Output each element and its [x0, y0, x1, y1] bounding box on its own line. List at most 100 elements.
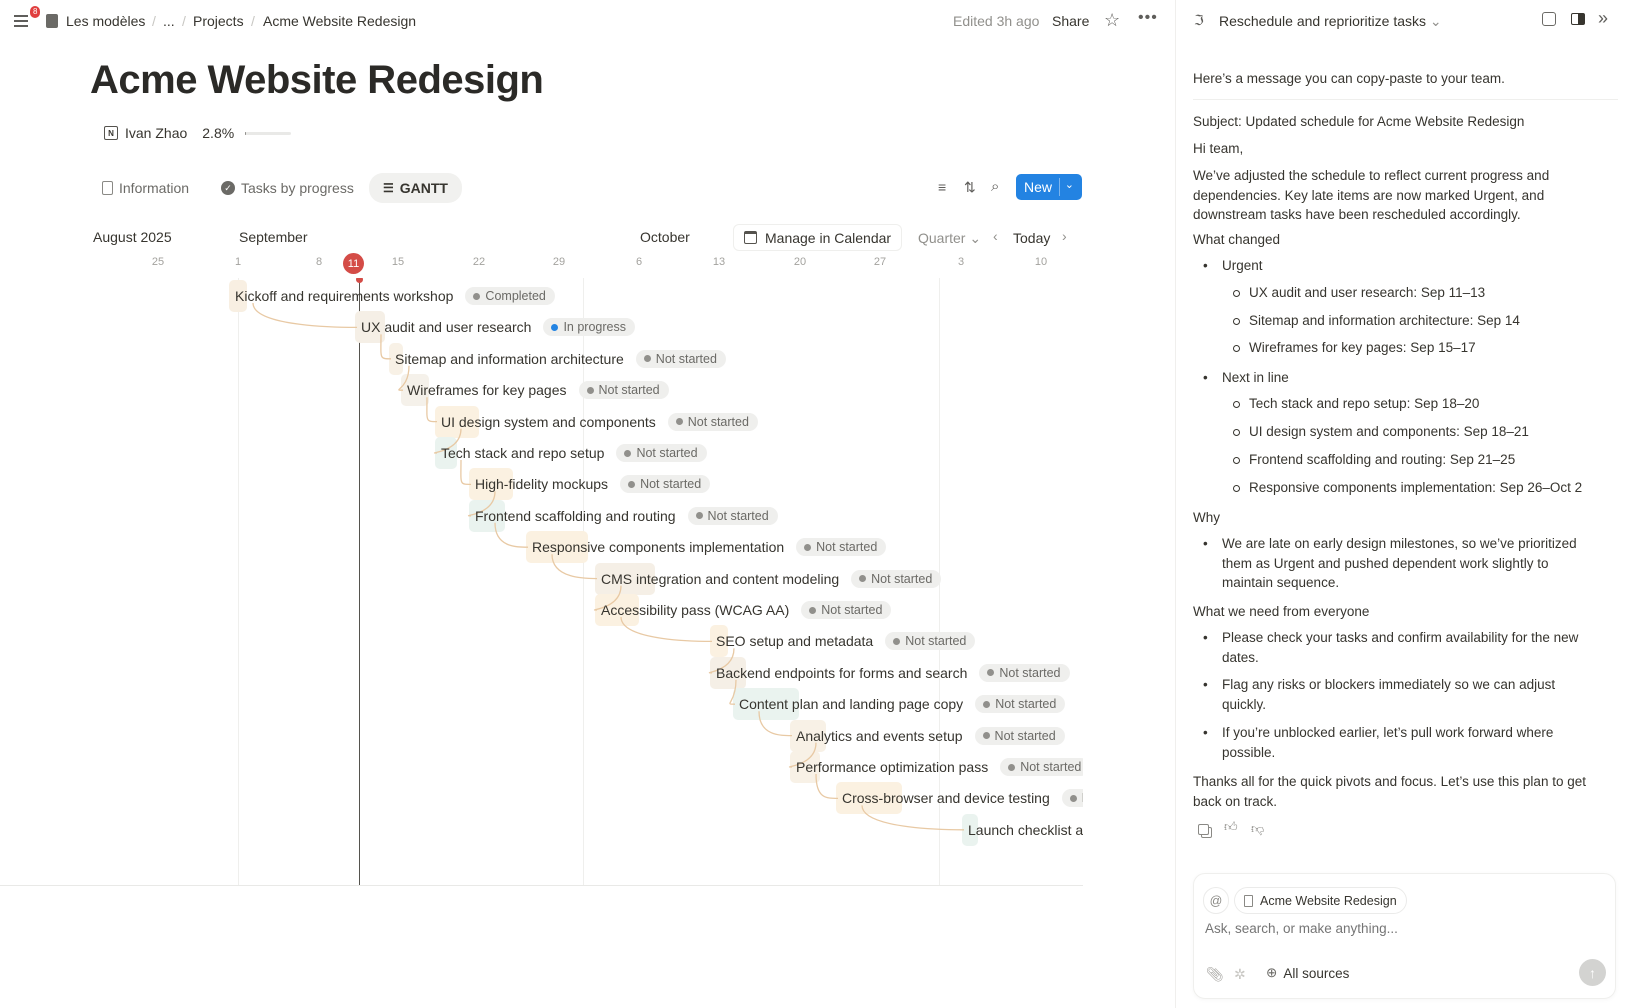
task-name[interactable]: Kickoff and requirements workshop — [235, 288, 454, 304]
scale-select[interactable]: Quarter ⌄ — [918, 230, 982, 246]
task-row[interactable]: UI design system and components Not start… — [435, 405, 758, 438]
task-name[interactable]: UX audit and user research — [361, 319, 532, 336]
task-row[interactable]: Analytics and events setup Not started — [790, 719, 1065, 752]
model-icon[interactable]: ✲ — [1234, 966, 1246, 982]
task-row[interactable]: Wireframes for key pages Not started — [401, 374, 669, 407]
task-name[interactable]: Sitemap and information architecture — [395, 350, 624, 367]
chat-input[interactable] — [1205, 921, 1595, 936]
thumbs-up-icon[interactable]: 👍︎ — [1224, 819, 1238, 834]
breadcrumb-ellipsis[interactable]: ... — [163, 13, 175, 29]
task-name[interactable]: Wireframes for key pages — [407, 382, 567, 399]
status-badge[interactable]: Not started — [885, 632, 976, 651]
task-bar[interactable] — [435, 405, 479, 438]
task-bar[interactable] — [710, 656, 746, 689]
breadcrumb-current-page[interactable]: Acme Website Redesign — [263, 13, 417, 29]
status-badge[interactable]: Not started — [616, 444, 707, 462]
task-bar[interactable] — [526, 531, 588, 564]
tab-gantt[interactable]: ☰ GANTT — [369, 173, 462, 203]
manage-in-calendar-button[interactable]: Manage in Calendar — [733, 224, 903, 251]
star-icon[interactable]: ☆ — [1104, 10, 1121, 30]
task-bar[interactable] — [790, 751, 820, 783]
status-badge[interactable]: Not started — [578, 381, 669, 400]
status-badge[interactable]: Not started — [851, 569, 942, 588]
task-name[interactable]: Frontend scaffolding and routing — [475, 507, 676, 524]
task-name[interactable]: Launch checklist and go-live — [968, 821, 1083, 838]
next-icon[interactable]: › — [1062, 228, 1067, 244]
task-name[interactable]: Backend endpoints for forms and search — [716, 664, 968, 681]
task-bar[interactable] — [229, 280, 247, 312]
sidebar-toggle-icon[interactable] — [1571, 13, 1585, 25]
new-button[interactable]: New ⌄ — [1016, 174, 1082, 200]
task-row[interactable]: Accessibility pass (WCAG AA) Not started — [595, 594, 892, 626]
status-badge[interactable]: Not started — [979, 663, 1070, 682]
chevron-down-icon[interactable]: ⌄ — [1064, 179, 1074, 191]
task-bar[interactable] — [435, 437, 457, 469]
task-row[interactable]: Sitemap and information architecture Not … — [389, 342, 726, 375]
status-badge[interactable]: Not started — [796, 538, 887, 557]
task-name[interactable]: Tech stack and repo setup — [441, 445, 605, 461]
task-name[interactable]: SEO setup and metadata — [716, 633, 874, 650]
status-badge[interactable]: Completed — [465, 287, 555, 305]
status-badge[interactable]: Not started — [635, 349, 726, 368]
task-row[interactable]: SEO setup and metadata Not started — [710, 625, 976, 658]
task-row[interactable]: Backend endpoints for forms and search No… — [710, 656, 1070, 689]
task-bar[interactable] — [595, 594, 639, 626]
task-row[interactable]: Performance optimization pass Not started — [790, 751, 1083, 783]
breadcrumb-projects[interactable]: Projects — [193, 13, 244, 29]
task-bar[interactable] — [469, 468, 513, 501]
task-bar[interactable] — [401, 374, 429, 407]
task-row[interactable]: CMS integration and content modeling Not … — [595, 562, 942, 595]
task-name[interactable]: Cross-browser and device testing — [842, 790, 1050, 807]
page-title[interactable]: Acme Website Redesign — [90, 58, 544, 102]
task-row[interactable]: Kickoff and requirements workshop Complet… — [229, 280, 555, 312]
menu-icon[interactable] — [14, 15, 28, 27]
status-badge[interactable]: Not started — [620, 475, 711, 494]
task-name[interactable]: High-fidelity mockups — [475, 476, 609, 493]
task-row[interactable]: Tech stack and repo setup Not started — [435, 437, 707, 469]
task-bar[interactable] — [469, 499, 505, 532]
breadcrumb-les-modeles[interactable]: Les modèles — [66, 13, 146, 29]
task-row[interactable]: Content plan and landing page copy Not st… — [733, 688, 1066, 721]
more-icon[interactable]: ••• — [1138, 9, 1158, 26]
today-button[interactable]: Today — [1013, 230, 1051, 246]
status-badge[interactable]: Not started — [687, 506, 778, 525]
search-icon[interactable]: ⌕ — [991, 178, 1000, 195]
task-bar[interactable] — [836, 782, 902, 815]
task-bar[interactable] — [733, 688, 799, 721]
thumbs-down-icon[interactable]: 👎︎ — [1251, 821, 1265, 836]
task-name[interactable]: Analytics and events setup — [796, 727, 963, 744]
status-badge[interactable]: Not started — [974, 726, 1065, 745]
status-badge[interactable]: Not started — [801, 601, 892, 619]
task-name[interactable]: Content plan and landing page copy — [739, 696, 964, 713]
task-row[interactable]: Responsive components implementation Not … — [526, 531, 887, 564]
task-bar[interactable] — [595, 562, 655, 595]
task-row[interactable]: UX audit and user research In progress — [355, 311, 635, 344]
mention-button[interactable]: @ — [1203, 887, 1229, 914]
status-badge[interactable]: Not started — [975, 695, 1066, 714]
task-row[interactable]: High-fidelity mockups Not started — [469, 468, 711, 501]
task-name[interactable]: Performance optimization pass — [796, 759, 989, 775]
task-name[interactable]: Accessibility pass (WCAG AA) — [601, 602, 790, 618]
prev-icon[interactable]: ‹ — [993, 228, 998, 244]
copy-icon[interactable] — [1198, 824, 1209, 835]
owner-name[interactable]: Ivan Zhao — [125, 125, 188, 141]
share-button[interactable]: Share — [1052, 13, 1090, 29]
attach-icon[interactable]: 📎︎ — [1206, 966, 1224, 982]
conversation-title[interactable]: Reschedule and reprioritize tasks ⌄ — [1219, 13, 1442, 30]
status-badge[interactable]: In progress — [543, 318, 635, 337]
filter-icon[interactable]: ≡ — [938, 179, 947, 195]
sources-button[interactable]: ⊕ All sources — [1266, 965, 1349, 981]
task-bar[interactable] — [962, 813, 978, 846]
tab-tasks-by-progress[interactable]: ✓ Tasks by progress — [221, 176, 354, 200]
sort-icon[interactable]: ⇅ — [964, 179, 976, 195]
new-chat-icon[interactable] — [1542, 12, 1556, 26]
tab-information[interactable]: Information — [102, 176, 189, 200]
task-name[interactable]: UI design system and components — [441, 413, 656, 430]
task-row[interactable]: Frontend scaffolding and routing Not star… — [469, 499, 778, 532]
task-bar[interactable] — [389, 342, 403, 375]
context-chip[interactable]: Acme Website Redesign — [1234, 887, 1407, 914]
task-name[interactable]: Responsive components implementation — [532, 539, 785, 556]
task-bar[interactable] — [355, 311, 385, 344]
task-row[interactable]: Cross-browser and device testing Not star… — [836, 782, 1083, 815]
status-badge[interactable]: Not started — [1000, 758, 1083, 776]
